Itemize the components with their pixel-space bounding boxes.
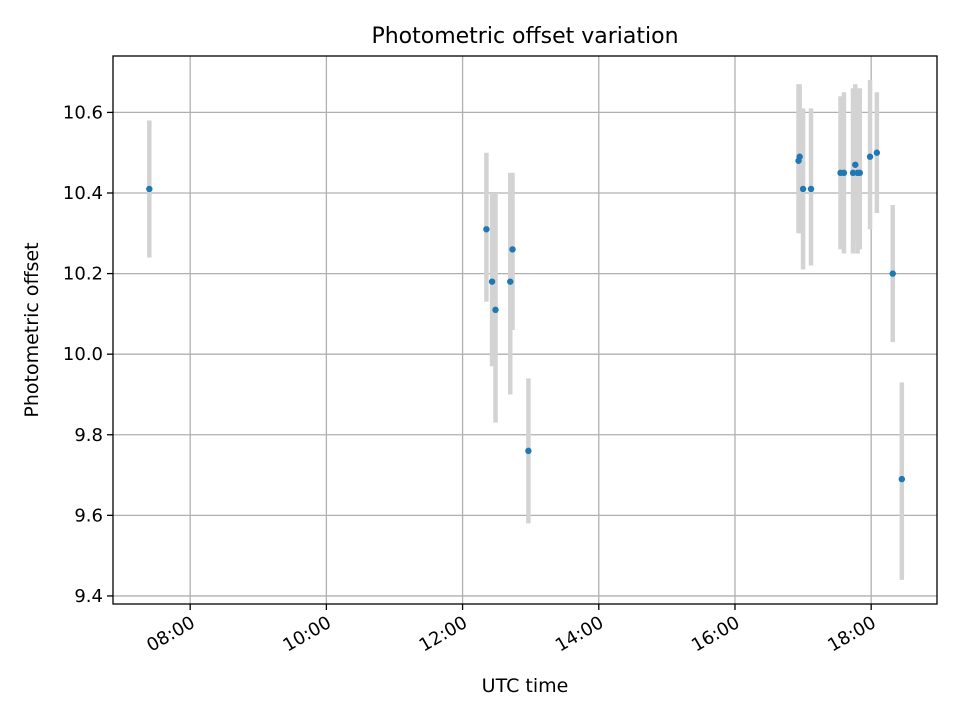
data-point	[799, 185, 807, 193]
y-tick-label: 10.2	[63, 264, 103, 285]
y-tick-label: 9.6	[74, 505, 103, 526]
data-point	[146, 185, 153, 193]
data-point	[525, 447, 532, 455]
data-point	[873, 149, 881, 156]
data-point	[852, 161, 859, 168]
data-point	[507, 278, 514, 285]
x-axis-label: UTC time	[482, 675, 569, 697]
data-point	[483, 226, 490, 233]
y-tick-label: 10.0	[63, 344, 103, 365]
plot-frame	[112, 55, 938, 605]
data-point	[509, 246, 516, 253]
data-point	[898, 475, 906, 483]
data-point	[866, 153, 874, 160]
data-point	[856, 169, 864, 177]
data-point	[889, 270, 896, 277]
chart-title: Photometric offset variation	[371, 24, 678, 49]
data-point	[488, 278, 496, 285]
y-tick-label: 9.4	[74, 586, 103, 607]
y-axis-ticks: 9.4 9.6 9.8 10.0 10.2 10.4 10.6	[63, 102, 113, 607]
y-axis-label: Photometric offset	[21, 242, 43, 417]
y-tick-label: 9.8	[74, 425, 103, 446]
data-points	[146, 149, 906, 483]
data-point	[840, 169, 848, 177]
data-point	[492, 306, 499, 314]
y-tick-label: 10.6	[63, 102, 103, 123]
data-point	[807, 185, 815, 193]
data-point	[796, 153, 803, 160]
data-point	[849, 169, 857, 177]
y-tick-label: 10.4	[63, 183, 103, 204]
